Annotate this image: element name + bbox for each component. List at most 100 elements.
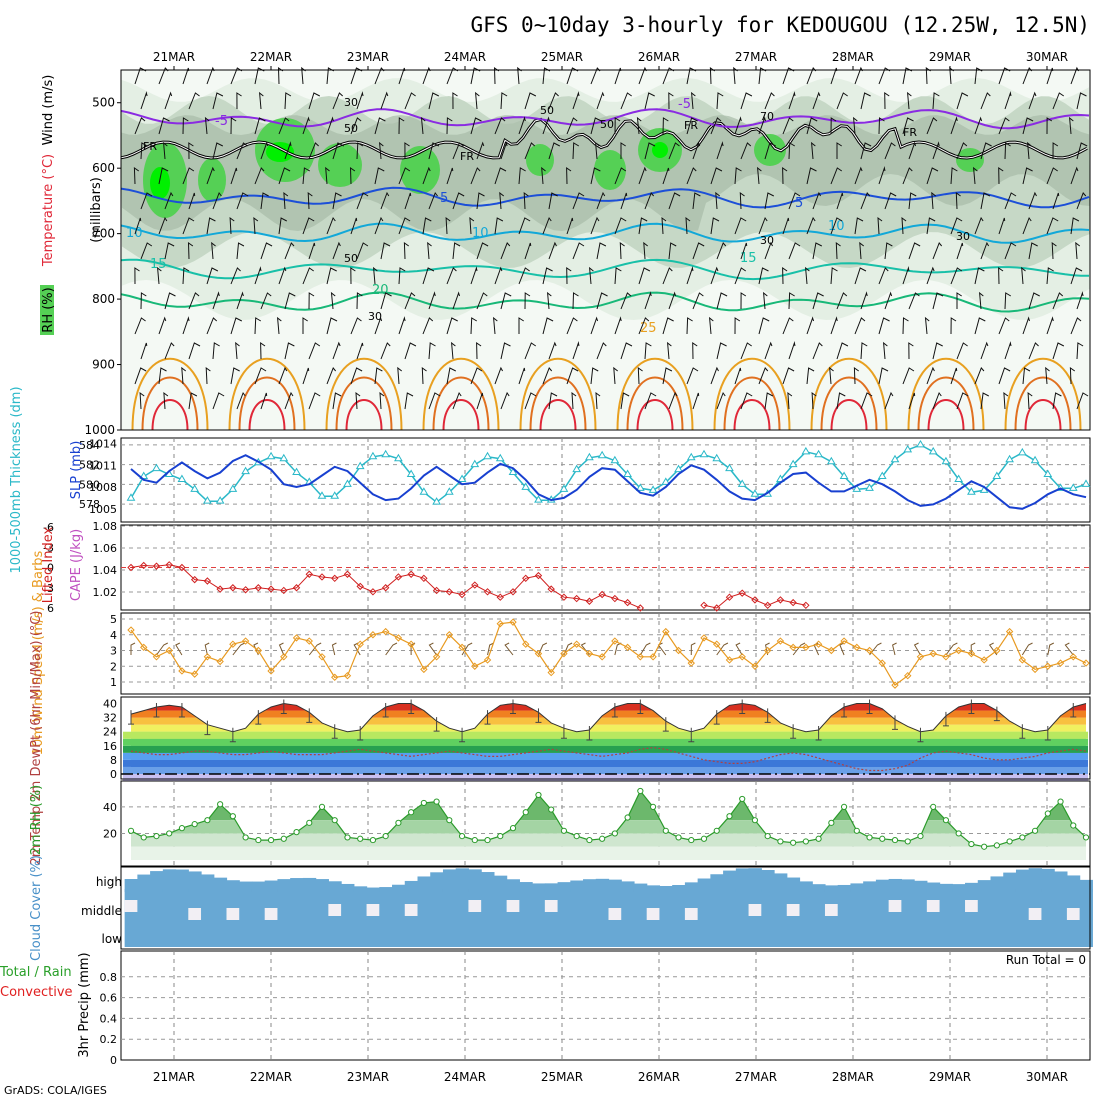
slp-axis-label: SLP (mb) — [69, 441, 84, 500]
upper-wind-barb — [518, 167, 526, 185]
upper-wind-barb — [1004, 91, 1012, 110]
isotherm-label: 5 — [440, 191, 448, 206]
upper-wind-barb — [326, 267, 337, 285]
upper-wind-barb — [188, 292, 200, 310]
cloud-middle-cell — [1054, 889, 1068, 916]
upper-wind-barb — [811, 391, 817, 410]
wind10m-barb — [504, 642, 514, 656]
lifted-index-point — [394, 573, 403, 581]
rh2m-point — [140, 834, 147, 841]
upper-wind-barb — [1076, 92, 1087, 110]
wind10m-barb — [385, 642, 398, 656]
upper-wind-barb — [572, 192, 585, 210]
rh-contour-95 — [652, 142, 668, 158]
lifted-index-point — [280, 586, 288, 595]
upper-wind-barb — [524, 242, 532, 260]
upper-wind-barb — [1051, 241, 1057, 260]
upper-wind-barb — [1052, 192, 1060, 210]
upper-wind-barb — [908, 342, 914, 360]
cloud-low-cell — [315, 916, 329, 947]
upper-wind-barb — [788, 192, 801, 210]
wind10m-point — [725, 656, 734, 664]
upper-wind-barb — [548, 142, 561, 160]
upper-wind-barb — [860, 92, 871, 110]
wind10m-point — [407, 640, 415, 648]
cloud-low-cell — [888, 916, 902, 947]
upper-wind-barb — [542, 116, 550, 135]
upper-wind-barb — [260, 292, 272, 310]
upper-wind-barb — [596, 292, 608, 310]
temp-minmax-bar — [178, 703, 185, 718]
thickness-point — [814, 449, 823, 458]
cloud-gap-cell — [506, 900, 520, 912]
cloud-high-cell — [850, 883, 864, 892]
upper-wind-barb — [332, 241, 341, 260]
upper-wind-barb — [379, 391, 385, 410]
thickness-point — [941, 456, 951, 465]
pressure-tick-label: 1000 — [84, 423, 115, 437]
wind10m-point — [954, 646, 963, 655]
upper-wind-barb — [380, 292, 392, 310]
upper-wind-barb — [350, 217, 358, 235]
wind10m-point — [611, 637, 619, 645]
cloud-low-cell — [455, 916, 470, 947]
lifted-index-point — [789, 598, 797, 607]
wind10m-point — [522, 640, 530, 648]
upper-wind-barb — [926, 217, 936, 235]
cloud-high-cell — [774, 873, 788, 892]
slp-tick-label: 1008 — [89, 481, 117, 494]
upper-wind-barb — [884, 242, 893, 260]
upper-wind-barb — [978, 291, 984, 310]
rh-contour-90 — [198, 158, 226, 202]
wind10m-point — [305, 637, 313, 645]
upper-wind-barb — [182, 117, 189, 135]
upper-wind-barb — [164, 191, 174, 210]
cloud-axis-label: Cloud Cover (%) — [29, 855, 44, 961]
pressure-tick-label: 500 — [92, 96, 115, 110]
upper-wind-barb — [854, 317, 866, 335]
precip-axis-label: 3hr Precip (mm) — [77, 952, 92, 1057]
upper-wind-barb — [494, 217, 504, 235]
bottom-date-tick-label: 27MAR — [735, 1070, 777, 1084]
upper-wind-barb — [302, 367, 310, 385]
temp-minmax-bar — [229, 727, 236, 743]
cloud-low-cell — [901, 916, 915, 947]
rh2m-point — [1082, 834, 1090, 841]
cloud-low-cell — [684, 916, 699, 947]
wind10m-barb — [331, 642, 337, 656]
upper-wind-barb — [998, 317, 1010, 335]
upper-wind-barb — [380, 191, 390, 210]
isotherm-label: 15 — [150, 257, 167, 272]
upper-wind-barb — [1076, 192, 1087, 210]
cloud-high-cell — [621, 881, 635, 892]
upper-wind-barb — [302, 167, 311, 185]
upper-wind-barb — [524, 292, 531, 310]
cloud-low-cell — [162, 916, 177, 947]
cloud-low-cell — [150, 916, 164, 947]
temp-minmax-bar — [942, 711, 949, 727]
thickness-point — [928, 446, 938, 455]
cloud-high-cell — [1066, 875, 1081, 892]
thickness-point — [737, 479, 747, 487]
upper-wind-barb — [758, 367, 769, 385]
upper-wind-barb — [566, 167, 572, 185]
upper-wind-barb — [974, 317, 986, 335]
upper-wind-barb — [157, 266, 162, 285]
upper-wind-barb — [494, 366, 504, 385]
rh-label: 50 — [600, 118, 614, 131]
cloud-high-cell — [430, 872, 444, 892]
upper-wind-barb — [445, 216, 451, 235]
upper-wind-barb — [686, 167, 697, 185]
cloud-high-cell — [799, 881, 813, 892]
upper-wind-barb — [134, 267, 140, 285]
isotherm-loop — [238, 376, 296, 431]
upper-wind-axis-label: Wind (m/s) — [41, 75, 56, 146]
upper-wind-barb — [204, 116, 210, 135]
upper-wind-barb — [260, 141, 269, 160]
rh2m-point — [930, 803, 937, 810]
upper-wind-barb — [302, 116, 310, 135]
upper-wind-barb — [134, 217, 142, 235]
rh-label: 50 — [540, 104, 554, 117]
upper-wind-barb — [374, 167, 385, 185]
upper-wind-barb — [908, 392, 916, 410]
